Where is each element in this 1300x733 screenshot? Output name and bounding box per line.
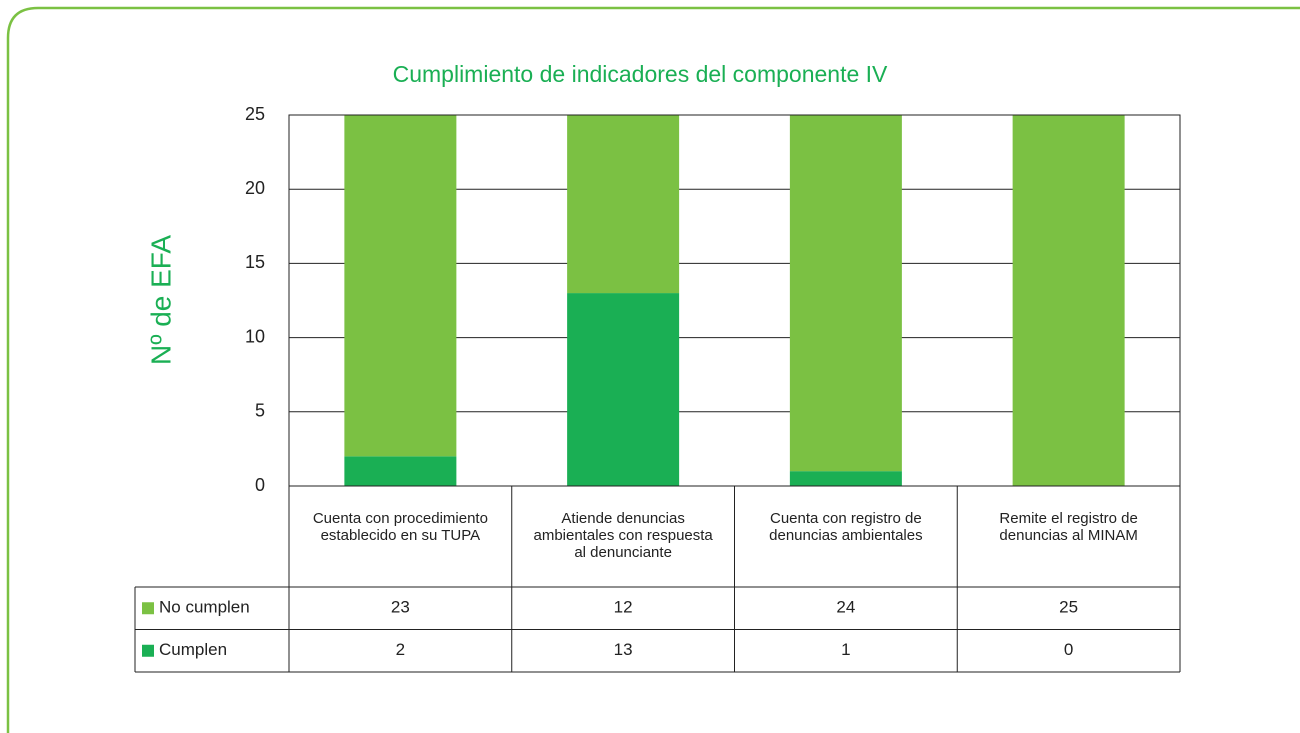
category-cell: Cuenta con registro de denuncias ambient… — [769, 510, 923, 544]
table-value: 1 — [841, 640, 850, 659]
legend-label: Cumplen — [159, 640, 227, 659]
table-value: 2 — [396, 640, 405, 659]
category-cell: Remite el registro de denuncias al MINAM — [999, 510, 1138, 544]
table-value: 25 — [1059, 598, 1078, 617]
table-value: 0 — [1064, 640, 1073, 659]
y-tick-label: 25 — [245, 104, 265, 124]
table-value: 13 — [614, 640, 633, 659]
frame — [6, 6, 1300, 733]
chart-title: Cumplimiento de indicadores del componen… — [393, 61, 888, 87]
bar-segment — [789, 471, 902, 486]
x-tick-label: Cuenta con registro de denuncias ambient… — [769, 510, 923, 544]
y-tick-label: 20 — [245, 178, 265, 198]
table-value: 12 — [614, 598, 633, 617]
x-tick-label: Remite el registro de denuncias al MINAM — [999, 510, 1138, 544]
bar-segment — [1012, 115, 1125, 486]
category-cell: Cuenta con procedimiento establecido en … — [312, 510, 488, 544]
bar-segment — [567, 115, 680, 294]
x-tick-label: Atiende denuncias ambientales con respue… — [533, 510, 713, 561]
y-tick-label: 10 — [245, 326, 265, 346]
table-value: 24 — [836, 598, 855, 617]
bar-segment — [344, 115, 457, 457]
y-tick-label: 0 — [255, 475, 265, 495]
table-value: 23 — [391, 598, 410, 617]
bar-segment — [789, 115, 902, 472]
bar-segment — [344, 456, 457, 486]
category-cell: Atiende denuncias ambientales con respue… — [533, 510, 713, 561]
legend-swatch — [142, 644, 154, 657]
y-tick-label: 15 — [245, 252, 265, 272]
bar-segment — [567, 293, 680, 486]
legend-swatch — [142, 602, 154, 615]
y-tick-label: 5 — [255, 401, 265, 421]
y-axis-label: Nº de EFA — [145, 235, 176, 365]
x-tick-label: Cuenta con procedimiento establecido en … — [312, 510, 488, 544]
legend-label: No cumplen — [159, 598, 250, 617]
